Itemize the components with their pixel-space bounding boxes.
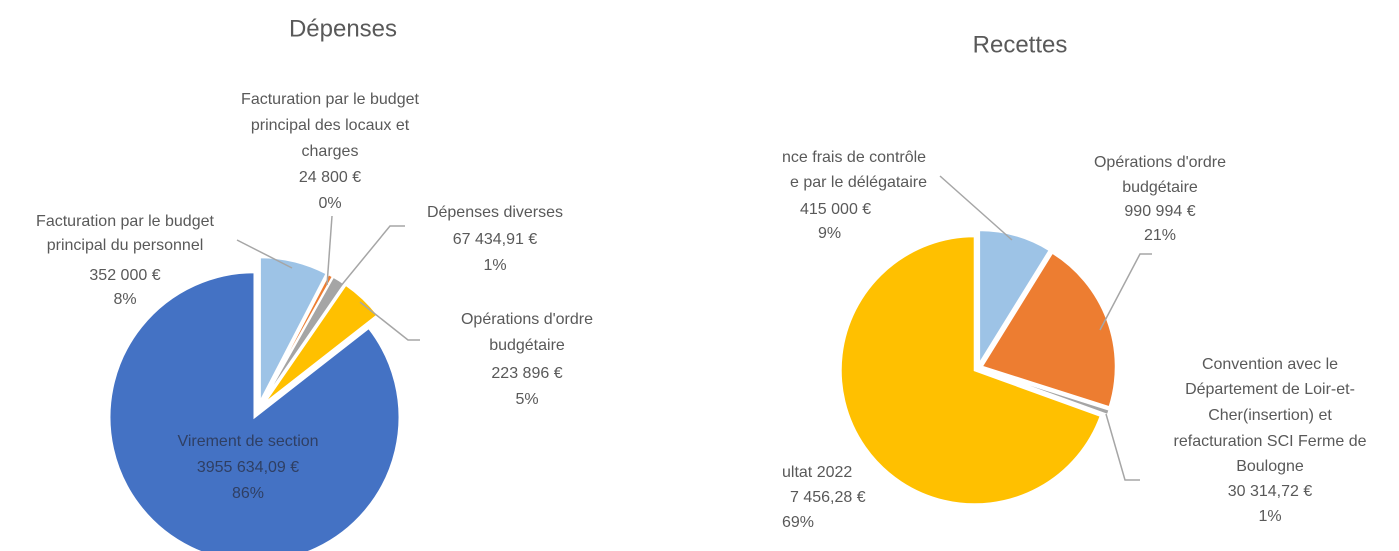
leader-line [939, 175, 1013, 241]
data-label: Facturation par le budget [36, 213, 214, 230]
data-label: refacturation SCI Ferme de [1174, 433, 1367, 450]
data-label: 24 800 € [299, 169, 361, 186]
pie-slice [978, 229, 1052, 368]
data-label: 223 896 € [491, 365, 562, 382]
data-label: 990 994 € [1124, 203, 1195, 220]
data-label: budgétaire [1122, 179, 1198, 196]
data-label: Boulogne [1236, 458, 1304, 475]
chart-title: Recettes [973, 31, 1068, 58]
pie-slice [260, 272, 335, 404]
data-label: e par le délégataire [790, 174, 927, 191]
data-label: 3955 634,09 € [197, 459, 299, 476]
data-label: Opérations d'ordre [461, 311, 593, 328]
data-label: 5% [515, 391, 538, 408]
data-label: 352 000 € [89, 267, 160, 284]
data-label: Cher(insertion) et [1208, 407, 1332, 424]
pie-slice [258, 256, 328, 403]
data-label: 21% [1144, 227, 1176, 244]
data-label: Facturation par le budget [241, 91, 419, 108]
data-label: Département de Loir-et- [1185, 381, 1355, 398]
leader-line [1099, 253, 1152, 331]
data-label: charges [302, 143, 359, 160]
data-label: 1% [1258, 508, 1281, 525]
data-label: principal du personnel [47, 237, 204, 254]
leader-line [326, 215, 333, 286]
pie-slice [981, 368, 1111, 417]
data-label: 415 000 € [800, 201, 871, 218]
data-label: Convention avec le [1202, 356, 1338, 373]
data-label: 67 434,91 € [453, 231, 538, 248]
data-label: budgétaire [489, 337, 565, 354]
data-label: Dépenses diverses [427, 204, 563, 221]
leader-line [359, 301, 420, 341]
pie-slice [262, 283, 380, 405]
data-label: 86% [232, 485, 264, 502]
data-label: Opérations d'ordre [1094, 154, 1226, 171]
leader-line [339, 225, 405, 288]
pie-slice [108, 271, 401, 551]
data-label: Virement de section [177, 433, 318, 450]
pie-slice [980, 251, 1117, 409]
data-label: 7 456,28 € [790, 489, 866, 506]
data-label: 69% [782, 514, 814, 531]
data-label: 8% [113, 291, 136, 308]
data-label: ultat 2022 [782, 464, 852, 481]
pie-slice [839, 235, 1102, 506]
data-label: principal des locaux et [251, 117, 410, 134]
leader-line [1105, 413, 1140, 481]
chart-title: Dépenses [289, 15, 397, 42]
data-label: 30 314,72 € [1228, 483, 1313, 500]
data-label: 1% [483, 257, 506, 274]
data-label: 9% [818, 225, 841, 242]
leader-line [236, 239, 293, 269]
data-label: 0% [318, 195, 341, 212]
data-label: nce frais de contrôle [782, 149, 926, 166]
